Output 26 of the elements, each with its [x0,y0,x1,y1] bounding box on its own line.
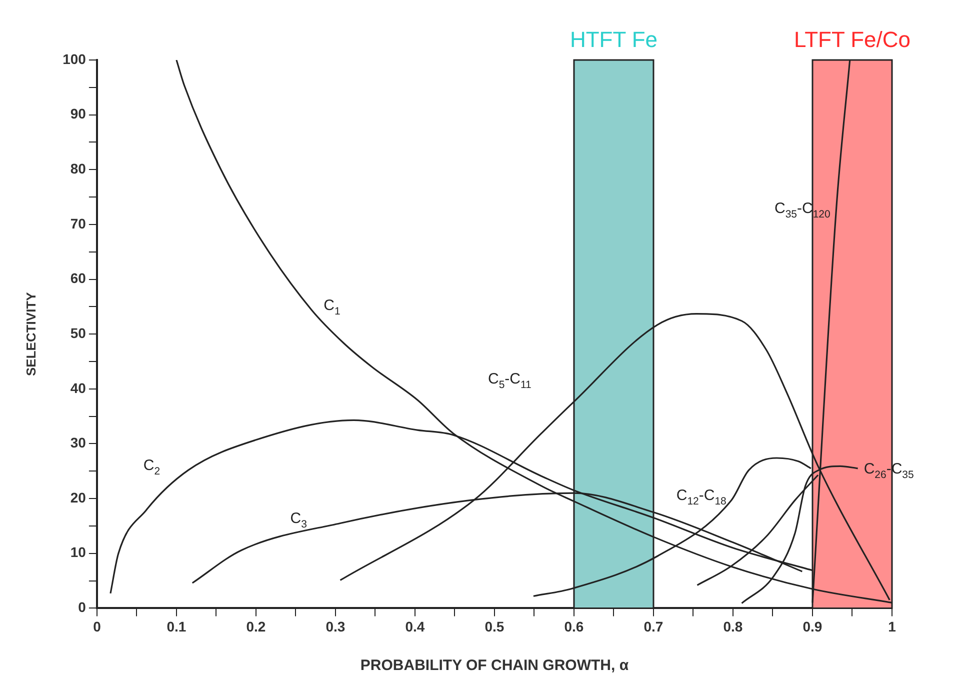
x-tick-label: 0.9 [802,618,822,634]
y-tick-label: 0 [78,599,86,616]
band-label: HTFT Fe [570,27,658,52]
x-axis-title: PROBABILITY OF CHAIN GROWTH, α [360,657,630,674]
x-tick-label: 0 [93,618,102,634]
y-tick-label: 90 [70,106,86,122]
x-tick-label: 0.6 [564,618,584,634]
x-tick-label: 0.2 [246,618,266,634]
y-tick-label: 70 [70,215,86,232]
x-tick-label: 0.7 [644,618,664,634]
band-label: LTFT Fe/Co [794,27,911,52]
y-tick-label: 20 [70,489,86,506]
y-tick-label: 50 [70,324,86,341]
y-tick-label: 100 [62,50,86,67]
y-tick-label: 80 [70,160,86,176]
x-tick-label: 0.8 [723,618,743,634]
y-tick-label: 10 [70,544,86,560]
x-tick-label: 0.5 [484,618,504,634]
y-axis-title: SELECTIVITY [23,292,38,376]
x-tick-label: 0.1 [166,618,186,634]
x-tick-label: 1 [888,618,896,634]
y-tick-label: 30 [70,434,86,451]
y-tick-label: 40 [70,380,86,396]
y-tick-label: 60 [70,270,86,286]
x-tick-label: 0.4 [405,618,425,634]
x-tick-label: 0.3 [326,618,346,634]
